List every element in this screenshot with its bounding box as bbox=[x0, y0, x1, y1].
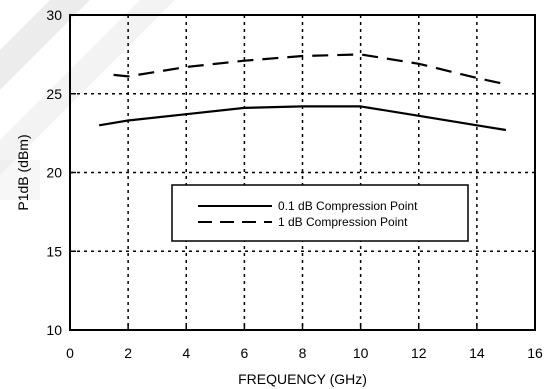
y-axis-title: P1dB (dBm) bbox=[15, 134, 31, 210]
y-tick-label: 20 bbox=[46, 165, 62, 181]
legend-label-1db: 1 dB Compression Point bbox=[278, 215, 408, 229]
x-tick-label: 10 bbox=[353, 345, 369, 361]
series-lines bbox=[98, 53, 507, 132]
x-axis-ticks: 0 2 4 6 8 10 12 14 16 bbox=[66, 324, 543, 361]
watermark bbox=[0, 0, 175, 200]
x-tick-label: 6 bbox=[240, 345, 248, 361]
legend: 0.1 dB Compression Point 1 dB Compressio… bbox=[171, 184, 469, 242]
x-tick-label: 4 bbox=[182, 345, 190, 361]
series-line-0-1db-compression bbox=[98, 105, 507, 132]
x-axis-title: FREQUENCY (GHz) bbox=[238, 371, 367, 387]
x-tick-label: 16 bbox=[527, 345, 543, 361]
x-tick-label: 12 bbox=[411, 345, 427, 361]
grid-lines bbox=[70, 15, 535, 330]
y-tick-label: 10 bbox=[46, 322, 62, 338]
y-axis-ticks: 10 15 20 25 30 bbox=[46, 7, 76, 338]
x-tick-label: 8 bbox=[299, 345, 307, 361]
y-tick-label: 15 bbox=[46, 243, 62, 259]
x-tick-label: 14 bbox=[469, 345, 485, 361]
x-tick-label: 0 bbox=[66, 345, 74, 361]
x-tick-label: 2 bbox=[124, 345, 132, 361]
legend-box bbox=[171, 184, 469, 242]
legend-label-0-1db: 0.1 dB Compression Point bbox=[278, 199, 418, 213]
y-tick-label: 25 bbox=[46, 86, 62, 102]
y-tick-label: 30 bbox=[46, 7, 62, 23]
series-line-1db-compression bbox=[113, 53, 507, 86]
